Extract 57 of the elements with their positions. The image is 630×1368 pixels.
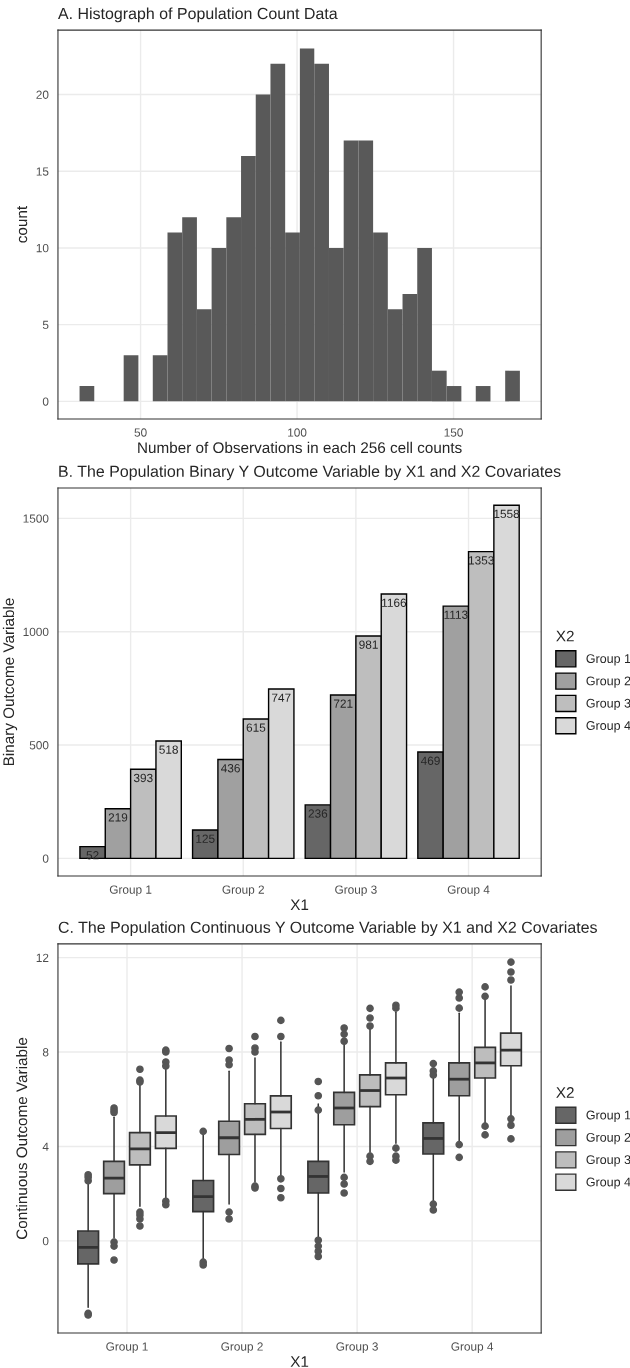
legend-title: X2 (556, 630, 574, 642)
data-label: 981 (359, 640, 378, 649)
legend-label: Group 1 (586, 654, 630, 666)
y-tick-label: 5 (42, 320, 49, 330)
y-axis-title: Continuous Outcome Variable (16, 1037, 28, 1240)
y-tick-label: 500 (29, 741, 49, 750)
y-tick-label: 1000 (23, 627, 49, 637)
y-tick-label: 0 (42, 1236, 49, 1246)
x-tick-label: Group 3 (335, 885, 377, 897)
data-label: 1113 (444, 610, 468, 619)
y-tick-label: 8 (42, 1048, 49, 1057)
data-label: 125 (196, 834, 215, 843)
data-label: 236 (308, 809, 328, 818)
data-label: 721 (333, 699, 353, 708)
x-tick-label: Group 2 (221, 1342, 263, 1354)
legend-label: Group 1 (586, 1110, 630, 1122)
legend-label: Group 2 (586, 676, 630, 688)
x-axis-title: Number of Observations in each 256 cell counts (138, 441, 462, 454)
data-label: 518 (159, 745, 178, 754)
x-tick-label: Group 3 (336, 1342, 378, 1354)
y-tick-label: 12 (36, 953, 49, 962)
data-label: 52 (86, 851, 99, 860)
legend-label: Group 3 (586, 1155, 630, 1167)
data-label: 436 (221, 764, 240, 773)
data-label: 219 (108, 813, 128, 822)
x-tick-label: Group 1 (109, 885, 152, 897)
x-tick-label: Group 4 (451, 1342, 494, 1354)
x-tick-label: Group 2 (222, 885, 264, 897)
chart-title: B. The Population Binary Y Outcome Variable by X1 and X2 Covariates (59, 465, 561, 481)
y-axis-title: count (17, 205, 28, 243)
y-tick-label: 0 (42, 854, 49, 863)
legend-label: Group 2 (586, 1132, 630, 1145)
x-tick-label: 50 (134, 428, 147, 437)
x-tick-label: 100 (288, 428, 307, 437)
chart-title: A. Histograph of Population Count Data (57, 7, 338, 23)
y-tick-label: 10 (36, 243, 49, 253)
data-label: 393 (133, 773, 153, 783)
x-axis-title: X1 (290, 899, 309, 910)
y-tick-label: 20 (36, 90, 49, 99)
data-label: 469 (420, 756, 440, 765)
data-label: 615 (246, 723, 266, 732)
data-label: 747 (272, 693, 291, 702)
data-label: 1166 (382, 598, 407, 607)
x-axis-title: X1 (290, 1356, 309, 1367)
legend-label: Group 4 (586, 721, 630, 733)
legend-label: Group 4 (586, 1177, 630, 1189)
x-tick-label: Group 1 (106, 1342, 148, 1354)
x-tick-label: Group 4 (447, 885, 490, 897)
y-tick-label: 4 (42, 1142, 49, 1151)
y-tick-label: 0 (42, 397, 49, 406)
legend-title: X2 (556, 1087, 574, 1098)
y-axis-title: Binary Outcome Variable (2, 598, 18, 766)
y-tick-label: 15 (36, 167, 49, 176)
y-tick-label: 1500 (23, 514, 49, 523)
chart-title: C. The Population Continuous Y Outcome Variable by X1 and X2 Covariates (58, 921, 597, 937)
x-tick-label: 150 (444, 428, 463, 437)
legend-label: Group 3 (586, 698, 630, 711)
